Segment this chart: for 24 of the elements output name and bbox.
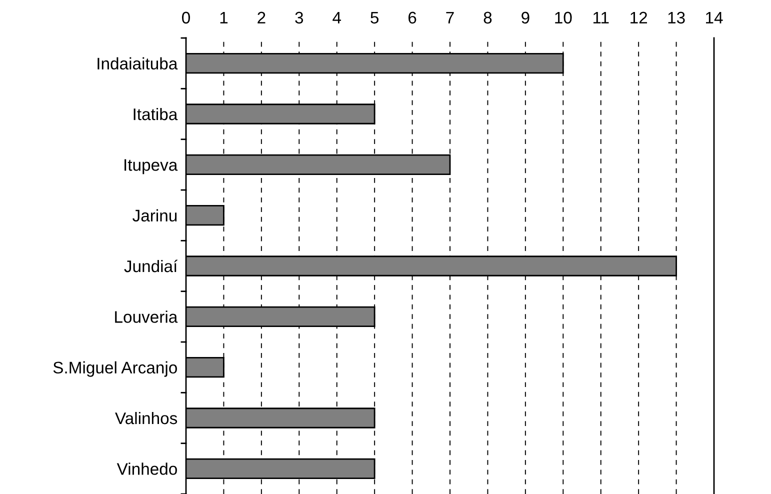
- x-tick-label: 13: [668, 12, 685, 24]
- x-tick-label: 12: [630, 12, 648, 24]
- x-tick-label: 2: [258, 12, 266, 24]
- y-tick-label: S.Miguel Arcanjo: [53, 361, 177, 377]
- x-tick-label: 6: [408, 12, 416, 24]
- x-tick-label: 1: [220, 12, 228, 24]
- x-tick-label: 11: [593, 12, 609, 24]
- x-tick-label: 4: [332, 12, 342, 24]
- x-tick-label: 8: [484, 12, 492, 24]
- x-tick-label: 9: [522, 12, 530, 24]
- y-tick-label: Indaiaituba: [98, 57, 178, 70]
- y-tick-label: Vinhedo: [116, 462, 177, 475]
- x-tick-label: 7: [446, 12, 454, 24]
- y-tick-label: Itatiba: [134, 108, 178, 120]
- y-tick-label: Itupeva: [124, 159, 178, 174]
- x-tick-label: 10: [555, 12, 572, 24]
- x-tick-label: 5: [370, 12, 379, 24]
- y-tick-label: Valinhos: [115, 412, 178, 424]
- x-tick-label: 14: [706, 12, 723, 24]
- x-tick-label: 0: [182, 12, 190, 24]
- x-tick-label: 3: [295, 12, 304, 24]
- y-tick-label: Jarinu: [132, 209, 177, 222]
- y-tick-label: Louveria: [115, 310, 178, 323]
- y-tick-label: Jundiaí: [124, 260, 178, 272]
